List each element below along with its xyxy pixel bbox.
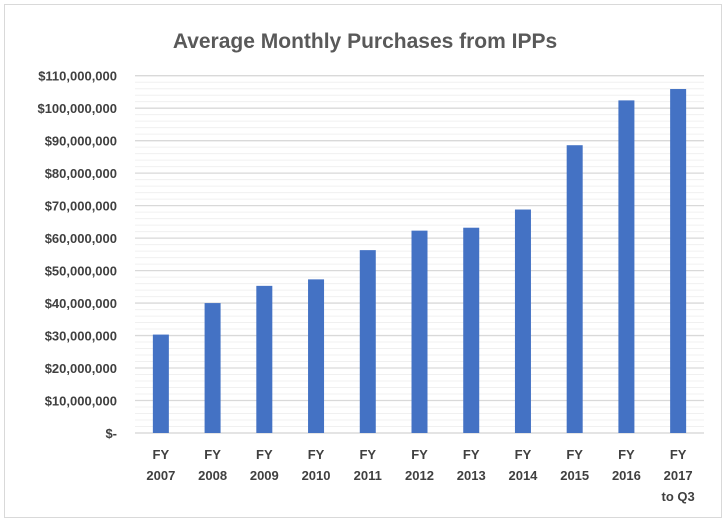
bar: [204, 303, 221, 433]
x-tick-label: FY 2009: [250, 447, 279, 483]
x-tick-label: FY 2007: [146, 447, 175, 483]
x-tick-label: FY 2013: [457, 447, 486, 483]
y-tick-label: $-: [105, 426, 117, 441]
y-tick-label: $70,000,000: [45, 199, 117, 214]
y-tick-label: $60,000,000: [45, 231, 117, 246]
bar: [670, 89, 687, 433]
bar: [256, 285, 273, 433]
bar: [514, 209, 531, 433]
bar: [463, 227, 480, 433]
x-tick-label: FY 2016: [612, 447, 641, 483]
y-tick-label: $80,000,000: [45, 166, 117, 181]
x-tick-label: FY 2014: [508, 447, 538, 483]
y-tick-label: $110,000,000: [38, 69, 117, 84]
bar: [359, 250, 376, 433]
y-tick-label: $50,000,000: [45, 264, 117, 279]
chart-area: [4, 4, 722, 518]
bar: [566, 145, 583, 433]
y-tick-label: $90,000,000: [45, 134, 117, 149]
x-tick-label: FY 2011: [354, 447, 382, 483]
bar: [308, 279, 325, 433]
bar: [411, 230, 428, 433]
y-tick-label: $20,000,000: [45, 361, 117, 376]
y-tick-label: $100,000,000: [37, 101, 117, 116]
x-tick-label: FY 2012: [405, 447, 434, 483]
bar: [152, 334, 169, 433]
y-tick-label: $30,000,000: [45, 329, 117, 344]
chart-title: Average Monthly Purchases from IPPs: [173, 30, 557, 53]
x-tick-label: FY 2017 to Q3: [662, 447, 695, 504]
y-tick-label: $40,000,000: [45, 296, 117, 311]
x-tick-label: FY 2015: [560, 447, 589, 483]
x-tick-label: FY 2008: [198, 447, 227, 483]
x-tick-label: FY 2010: [302, 447, 331, 483]
bar: [618, 100, 635, 434]
y-tick-label: $10,000,000: [45, 394, 117, 409]
